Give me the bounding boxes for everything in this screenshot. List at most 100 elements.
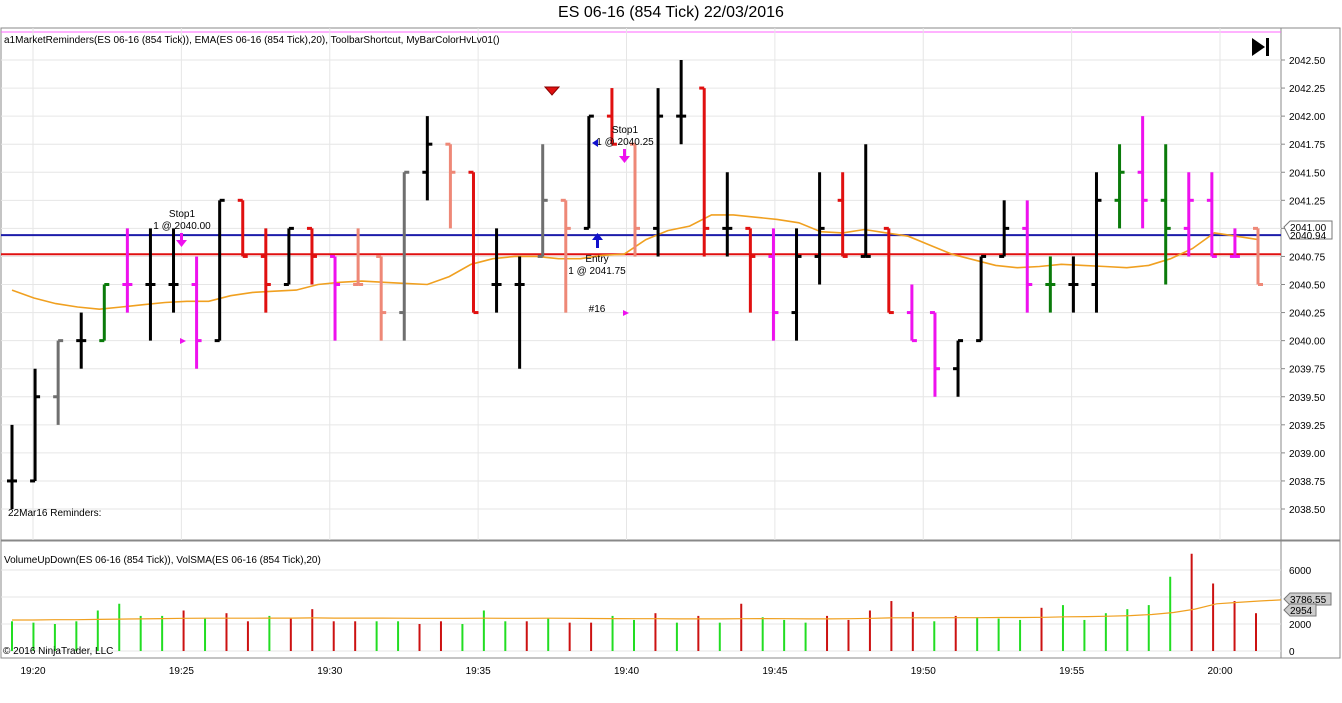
ohlc-bar: [76, 312, 87, 369]
ohlc-bar: [883, 226, 894, 315]
ohlc-bar: [399, 170, 410, 341]
ohlc-bars: [7, 60, 1263, 509]
current-price-label: 2041.00: [1290, 223, 1327, 234]
ohlc-bar: [560, 198, 571, 313]
copyright-label: © 2016 NinjaTrader, LLC: [3, 646, 113, 657]
time-tick-label: 19:40: [614, 666, 639, 677]
ohlc-bar: [1183, 172, 1194, 257]
price-tick-label: 2040.75: [1289, 252, 1326, 263]
entry-marker-icon: [592, 139, 598, 147]
time-tick-label: 19:50: [911, 666, 936, 677]
volume-tick-label: 6000: [1289, 566, 1312, 577]
ohlc-bar: [1160, 144, 1171, 285]
entry-title: Entry: [585, 254, 608, 265]
stop-arrow-icon: [176, 233, 187, 247]
price-tick-label: 2040.25: [1289, 309, 1326, 320]
ohlc-bar: [906, 284, 917, 343]
ohlc-bar: [330, 254, 341, 341]
ohlc-bar: [814, 172, 825, 285]
trade-annotations: Stop1 1 @ 2040.00 Stop1 1 @ 2040.25 Entr…: [153, 86, 654, 344]
ohlc-bar: [422, 116, 433, 201]
ohlc-bar: [1091, 172, 1102, 313]
time-tick-label: 19:55: [1059, 666, 1084, 677]
stop-marker-icon: [180, 338, 186, 344]
ohlc-bar: [1022, 200, 1033, 313]
volume-value-box-1: 3786.55: [1283, 592, 1332, 606]
ohlc-bar: [122, 228, 133, 313]
ohlc-bar: [976, 254, 987, 343]
time-tick-label: 19:25: [169, 666, 194, 677]
price-tick-label: 2041.25: [1289, 196, 1326, 207]
price-tick-label: 2039.25: [1289, 421, 1326, 432]
ohlc-bar: [445, 142, 456, 229]
ohlc-bar: [630, 142, 640, 257]
stop1-b-title: Stop1: [612, 125, 639, 136]
time-tick-label: 19:20: [20, 666, 45, 677]
ohlc-bar: [53, 339, 64, 425]
stop1-a-detail: 1 @ 2040.00: [153, 221, 211, 232]
volume-value-box-2: 2954: [1283, 603, 1317, 617]
ohlc-bar: [376, 254, 387, 341]
vol-label-1: 3786.55: [1290, 595, 1327, 606]
vol-label-2: 2954: [1290, 606, 1313, 617]
entry-detail: 1 @ 2041.75: [568, 266, 626, 277]
ohlc-bar: [30, 368, 41, 483]
stop1-b-detail: 1 @ 2040.25: [596, 137, 654, 148]
window-title: ES 06-16 (854 Tick) 22/03/2016: [558, 4, 784, 21]
current-price-box: 2041.00 2040.94: [1283, 220, 1333, 242]
skip-to-end-icon[interactable]: [1252, 38, 1269, 56]
time-tick-label: 19:30: [317, 666, 342, 677]
trade-number: #16: [589, 304, 606, 315]
volume-indicator-label: VolumeUpDown(ES 06-16 (854 Tick)), VolSM…: [4, 555, 321, 566]
price-tick-label: 2042.00: [1289, 112, 1326, 123]
ohlc-bar: [745, 226, 756, 313]
ohlc-bar: [1045, 256, 1056, 313]
ohlc-bar: [768, 228, 779, 341]
ohlc-bar: [1137, 116, 1148, 229]
time-axis: 19:20 19:25 19:30 19:35 19:40 19:45 19:50 19:55…: [20, 666, 1232, 677]
price-grid: [1, 59, 1281, 510]
ohlc-bar: [214, 198, 225, 343]
ohlc-bar: [99, 283, 110, 343]
current-price-sublabel: 2040.94: [1290, 231, 1327, 242]
ohlc-bar: [653, 88, 664, 257]
volume-tick-label: 2000: [1289, 620, 1312, 631]
ohlc-bar: [699, 86, 710, 257]
ohlc-bar: [191, 256, 202, 369]
price-tick-label: 2041.75: [1289, 140, 1326, 151]
vol-sma-line: [12, 599, 1282, 621]
time-tick-label: 20:00: [1207, 666, 1232, 677]
ohlc-bar: [929, 311, 940, 397]
price-tick-label: 2041.50: [1289, 168, 1326, 179]
ohlc-bar: [1068, 256, 1079, 313]
volume-panel: [0, 540, 1341, 659]
ohlc-bar: [168, 228, 179, 313]
time-tick-label: 19:45: [762, 666, 787, 677]
ohlc-bar: [353, 228, 364, 286]
price-tick-label: 2042.50: [1289, 56, 1326, 67]
price-tick-label: 2038.50: [1289, 505, 1326, 516]
price-tick-label: 2039.75: [1289, 365, 1326, 376]
ohlc-bar: [953, 339, 964, 397]
ohlc-bar: [722, 172, 733, 257]
ohlc-bar: [1114, 144, 1125, 229]
ohlc-bar: [837, 172, 848, 258]
price-tick-label: 2038.75: [1289, 477, 1326, 488]
entry-arrow-icon: [592, 233, 603, 248]
ohlc-bar: [468, 170, 479, 315]
price-tick-label: 2040.50: [1289, 281, 1326, 292]
price-tick-label: 2039.50: [1289, 393, 1326, 404]
ohlc-bar: [491, 228, 502, 313]
ohlc-bar: [283, 226, 294, 286]
ohlc-bar: [583, 114, 594, 230]
volume-tick-label: 0: [1289, 647, 1295, 658]
stop1-a-title: Stop1: [169, 209, 196, 220]
price-tick-label: 2039.00: [1289, 449, 1326, 460]
sell-signal-icon: [543, 86, 561, 96]
ohlc-bar: [791, 228, 802, 341]
ohlc-bar: [606, 88, 617, 146]
price-tick-label: 2040.00: [1289, 337, 1326, 348]
ohlc-bar: [514, 256, 525, 369]
ohlc-bar: [1206, 172, 1217, 258]
